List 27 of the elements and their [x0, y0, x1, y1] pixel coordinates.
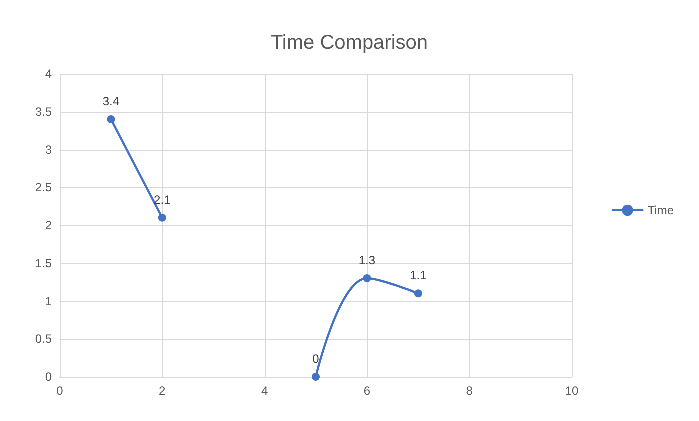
point — [312, 373, 320, 381]
x-tick-label: 2 — [159, 384, 166, 398]
data-label: 0 — [312, 352, 320, 366]
x-tick-label: 6 — [364, 384, 371, 398]
chart-title: Time Comparison — [270, 32, 428, 54]
y-tick-label: 4 — [45, 67, 52, 81]
data-label: 3.4 — [102, 94, 120, 108]
data-label: 1.1 — [410, 268, 428, 283]
x-tick-label: 10 — [565, 384, 579, 398]
y-tick-label: 2.5 — [35, 180, 52, 195]
data-label: 2.1 — [154, 192, 172, 207]
x-tick-label: 0 — [56, 384, 64, 398]
point — [363, 274, 372, 283]
y-tick-label: 3 — [45, 142, 52, 157]
point — [414, 290, 422, 298]
y-tick-label: 3.5 — [35, 104, 52, 119]
x-tick-label: 4 — [261, 384, 268, 398]
y-tick-label: 1 — [45, 294, 52, 308]
x-tick-label: 8 — [466, 384, 474, 398]
y-tick-label: 1.5 — [35, 256, 52, 270]
point — [158, 214, 166, 222]
y-tick-label: 2 — [45, 218, 52, 232]
y-tick-label: 0.5 — [35, 332, 52, 346]
point — [107, 115, 116, 124]
legend-label: Time — [648, 204, 674, 218]
y-tick-label: 0 — [45, 370, 52, 384]
data-label: 1.3 — [358, 254, 376, 268]
